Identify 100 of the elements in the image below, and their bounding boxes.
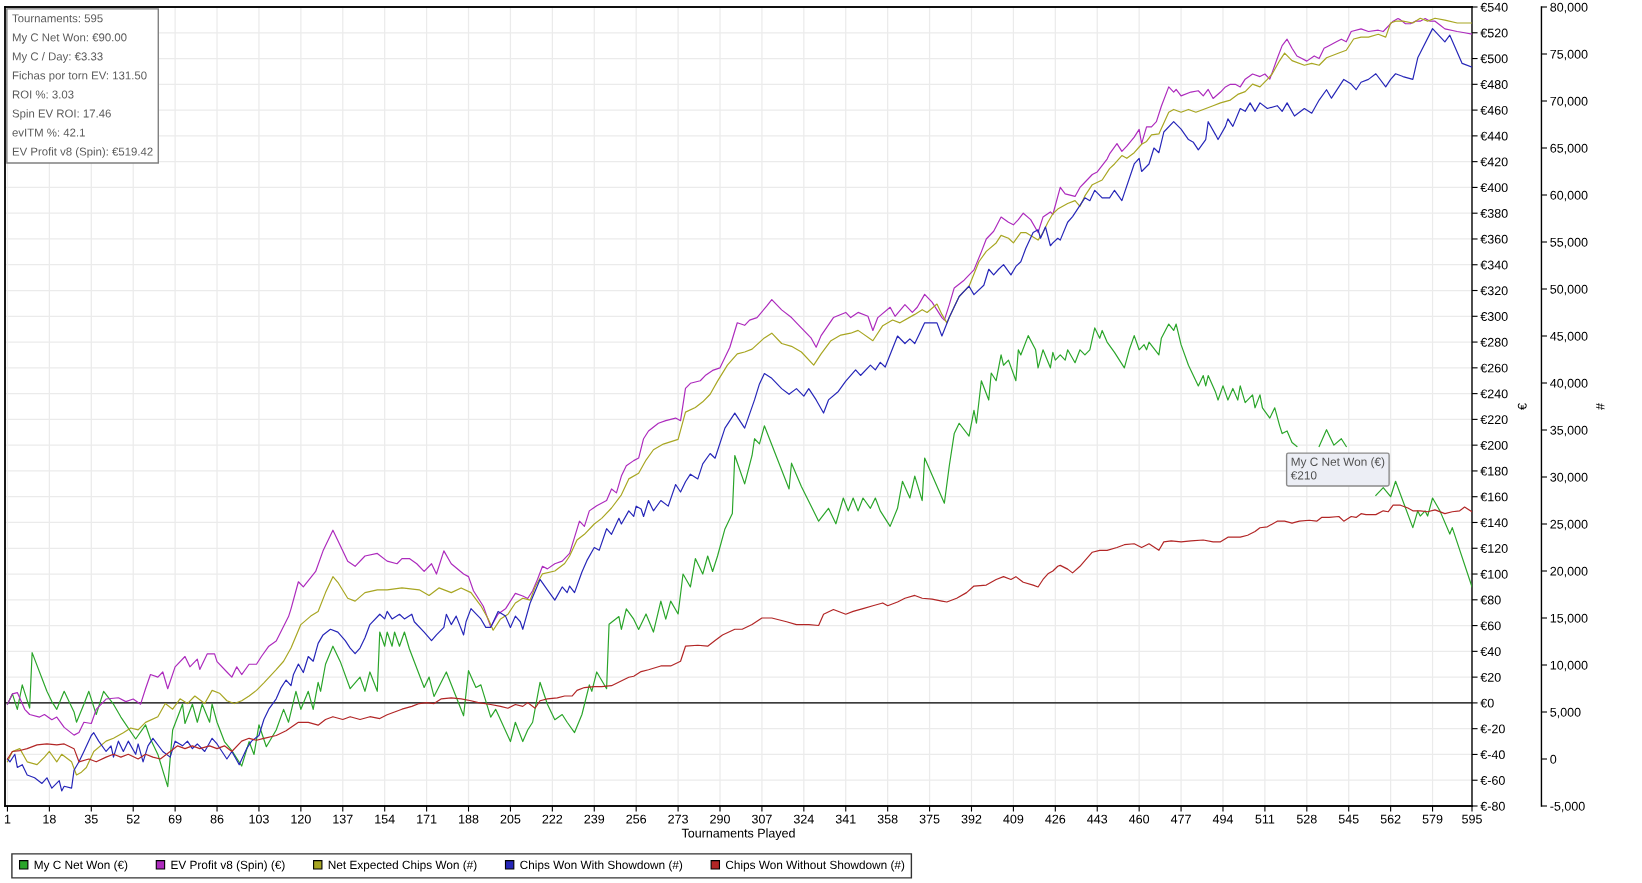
y-tick-label: €0 <box>1480 698 1494 708</box>
y2-tick-label: 65,000 <box>1550 143 1588 155</box>
x-tick-label: 409 <box>1003 814 1024 824</box>
x-tick-label: 120 <box>291 814 311 824</box>
y-tick-label: €460 <box>1480 105 1508 115</box>
y-tick-label: €360 <box>1480 234 1508 244</box>
x-tick-label: 341 <box>835 814 856 824</box>
y-axis-title: € <box>1517 403 1527 410</box>
y2-tick-label: 40,000 <box>1550 378 1588 390</box>
x-tick-label: 137 <box>333 814 353 824</box>
y-tick-label: €220 <box>1480 415 1508 425</box>
x-tick-label: 545 <box>1338 814 1359 824</box>
y-tick-label: €480 <box>1480 80 1508 89</box>
annotation: My C Net Won (€) €210 <box>1290 457 1385 480</box>
legend-label: Net Expected Chips Won (#) <box>328 860 477 872</box>
y2-tick-label: 15,000 <box>1550 613 1588 625</box>
y2-tick-label: 60,000 <box>1550 190 1588 202</box>
y-tick-label: €260 <box>1480 363 1508 373</box>
x-tick-label: 392 <box>961 814 982 824</box>
y-tick-label: €-20 <box>1480 724 1505 734</box>
y2-tick-label: 75,000 <box>1550 49 1588 61</box>
y2-tick-label: 55,000 <box>1550 237 1588 249</box>
y2-axis-title: # <box>1596 403 1605 410</box>
y-tick-label: €320 <box>1480 286 1508 296</box>
y-tick-label: €400 <box>1480 183 1508 193</box>
annotation: EV Profit v8 (Spin): €519.42 <box>12 147 153 158</box>
y2-tick-label: 20,000 <box>1550 566 1588 578</box>
annotation: Tournaments: 595 <box>12 14 103 23</box>
annotation: My C Net Won: €90.00 <box>12 33 127 44</box>
y-tick-label: €80 <box>1480 595 1501 605</box>
x-axis-title: Tournaments Played <box>681 828 795 841</box>
annotation: evITM %: 42.1 <box>12 128 85 137</box>
x-tick-label: 154 <box>375 814 395 824</box>
y-tick-label: €540 <box>1480 2 1508 12</box>
y-tick-label: €-40 <box>1480 750 1505 760</box>
y-tick-label: €-60 <box>1480 776 1505 785</box>
x-tick-label: 171 <box>417 814 437 824</box>
x-tick-label: 375 <box>919 814 940 824</box>
y-tick-label: €300 <box>1480 312 1508 321</box>
y-tick-label: €160 <box>1480 492 1508 502</box>
x-tick-label: 426 <box>1045 814 1066 824</box>
x-tick-label: 511 <box>1255 814 1275 824</box>
y-tick-label: €520 <box>1480 28 1508 38</box>
y2-tick-label: 35,000 <box>1550 425 1588 437</box>
y-tick-label: €140 <box>1480 518 1508 528</box>
x-tick-label: 460 <box>1129 814 1150 824</box>
y-tick-label: €60 <box>1480 621 1501 631</box>
y-tick-label: €440 <box>1480 131 1508 141</box>
x-tick-label: 477 <box>1170 814 1191 824</box>
y-tick-label: €-80 <box>1480 801 1505 811</box>
x-tick-label: 562 <box>1380 814 1401 824</box>
y-tick-label: €200 <box>1480 440 1508 450</box>
x-tick-label: 290 <box>710 814 730 824</box>
x-tick-label: 1 <box>4 814 11 824</box>
y-tick-label: €20 <box>1480 672 1501 682</box>
y-tick-label: €180 <box>1480 466 1508 476</box>
y-tick-label: €100 <box>1480 569 1508 579</box>
annotation: Spin EV ROI: 17.46 <box>12 109 111 120</box>
legend-label: EV Profit v8 (Spin) (€) <box>171 860 285 872</box>
annotation: My C / Day: €3.33 <box>12 52 103 63</box>
y-tick-label: €420 <box>1480 157 1508 167</box>
x-tick-label: 494 <box>1212 814 1234 824</box>
y2-tick-label: 0 <box>1550 754 1557 764</box>
y-tick-label: €120 <box>1480 544 1508 553</box>
x-tick-label: 273 <box>668 814 688 824</box>
x-tick-label: 188 <box>459 814 479 824</box>
x-tick-label: 239 <box>584 814 605 824</box>
x-tick-label: 443 <box>1087 814 1108 824</box>
y2-tick-label: 5,000 <box>1550 707 1581 719</box>
x-tick-label: 307 <box>751 814 772 824</box>
x-tick-label: 324 <box>793 814 814 824</box>
annotation: ROI %: 3.03 <box>12 90 74 99</box>
y2-tick-label: 45,000 <box>1550 331 1588 343</box>
y2-tick-label: 25,000 <box>1550 519 1588 531</box>
y-tick-label: €240 <box>1480 389 1508 399</box>
x-tick-label: 595 <box>1462 814 1482 824</box>
x-tick-label: 103 <box>249 814 269 824</box>
y2-tick-label: 70,000 <box>1550 96 1588 108</box>
y-tick-label: €280 <box>1480 337 1508 347</box>
annotation: Fichas por torn EV: 131.50 <box>12 71 147 82</box>
x-tick-label: 52 <box>126 814 140 824</box>
x-tick-label: 256 <box>626 814 647 824</box>
x-tick-label: 222 <box>542 814 563 824</box>
y-tick-label: €40 <box>1480 647 1501 657</box>
legend-label: Chips Won With Showdown (#) <box>520 860 683 872</box>
x-tick-label: 358 <box>877 814 898 824</box>
x-tick-label: 18 <box>43 814 56 824</box>
legend-label: Chips Won Without Showdown (#) <box>725 860 905 872</box>
x-tick-label: 528 <box>1296 814 1317 824</box>
y2-tick-label: -5,000 <box>1550 801 1585 813</box>
x-tick-label: 35 <box>84 814 98 824</box>
x-tick-label: 86 <box>210 814 224 824</box>
legend-label: My C Net Won (€) <box>34 860 128 872</box>
y-tick-label: €380 <box>1480 208 1508 218</box>
y2-tick-label: 10,000 <box>1550 660 1588 672</box>
y-tick-label: €340 <box>1480 260 1508 270</box>
x-tick-label: 69 <box>168 814 182 824</box>
x-tick-label: 579 <box>1422 814 1443 824</box>
y2-tick-label: 50,000 <box>1550 284 1588 296</box>
y2-tick-label: 30,000 <box>1550 472 1588 484</box>
